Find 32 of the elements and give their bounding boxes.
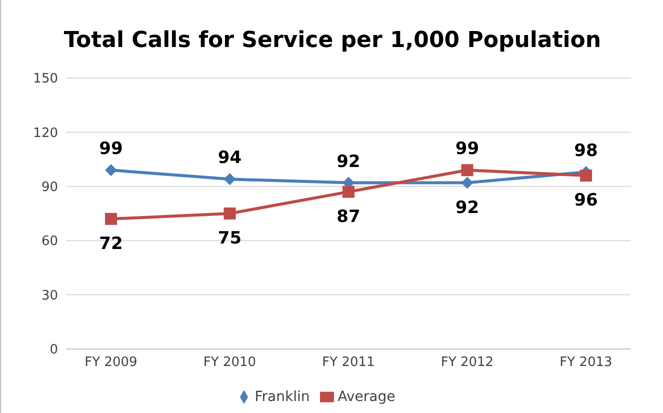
data-label: 99 <box>99 139 123 160</box>
x-tick-label: FY 2012 <box>440 355 494 370</box>
y-tick-label: 0 <box>50 342 58 358</box>
legend-label: Average <box>338 389 396 405</box>
point <box>342 186 354 198</box>
chart-title: Total Calls for Service per 1,000 Population <box>62 28 602 53</box>
y-tick-label: 120 <box>33 126 58 141</box>
point <box>105 212 117 225</box>
data-label: 92 <box>455 198 480 218</box>
x-tick-label: FY 2011 <box>322 355 375 370</box>
y-tick-label: 30 <box>41 288 58 304</box>
legend-label: Franklin <box>254 389 310 405</box>
data-label: 72 <box>99 234 123 254</box>
data-label: 92 <box>336 152 360 172</box>
point <box>461 176 474 189</box>
data-label: 99 <box>455 139 480 160</box>
y-tick-label: 150 <box>33 72 58 87</box>
data-label: 98 <box>574 140 598 161</box>
point <box>461 164 474 176</box>
x-tick-label: FY 2009 <box>84 355 138 370</box>
data-label: 75 <box>218 228 242 248</box>
x-tick-label: FY 2013 <box>560 355 612 370</box>
x-tick-label: FY 2010 <box>203 355 256 370</box>
point <box>224 173 236 186</box>
data-label: 96 <box>574 190 598 211</box>
point <box>224 208 236 220</box>
y-tick-label: 90 <box>41 180 58 196</box>
point <box>580 170 592 182</box>
point <box>105 164 117 176</box>
data-label: 94 <box>218 148 242 168</box>
y-tick-label: 60 <box>41 234 58 250</box>
data-label: 87 <box>336 206 360 227</box>
